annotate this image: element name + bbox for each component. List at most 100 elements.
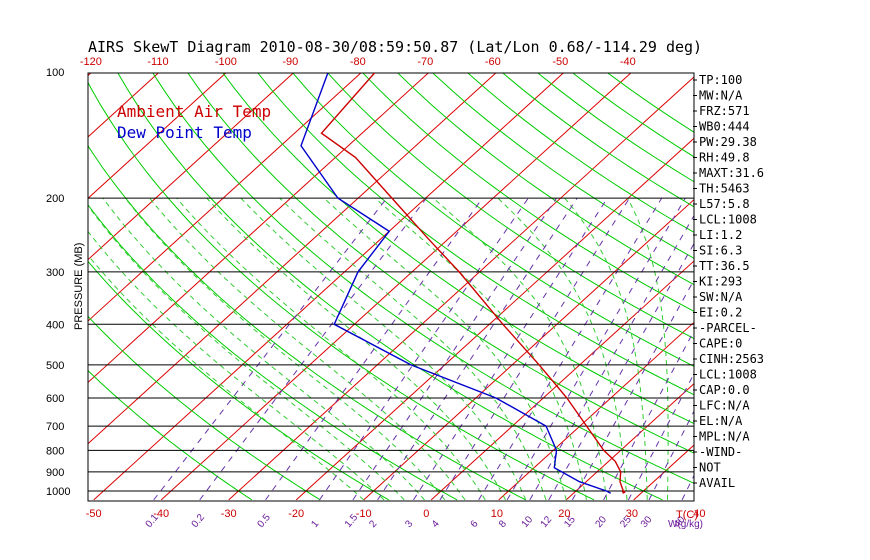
pressure-tick-label: 800 — [46, 445, 64, 457]
stat-entry: LCL:1008 — [699, 368, 757, 382]
dry-adiabat-line — [88, 315, 321, 501]
dry-adiabat-line — [502, 73, 694, 208]
top-temp-tick-label: -100 — [215, 56, 237, 68]
pressure-tick-label: 600 — [46, 393, 64, 405]
pressure-tick-label: 1000 — [46, 486, 70, 498]
isotherm-line — [88, 73, 497, 445]
mixing-ratio-line — [265, 197, 483, 501]
mixing-ratio-line — [199, 197, 427, 501]
stat-entry: LI:1.2 — [699, 228, 742, 242]
stat-entry: TT:36.5 — [699, 259, 750, 273]
isotherm-line — [498, 321, 694, 501]
stat-entry: SI:6.3 — [699, 244, 742, 258]
mixing-ratio-tick-label: 2 — [367, 518, 379, 530]
moist-adiabat-line — [497, 197, 628, 500]
stat-entry: EL:N/A — [699, 414, 743, 428]
moist-adiabat-line — [102, 197, 425, 501]
stat-entry: TH:5463 — [699, 182, 750, 196]
isotherm-line — [633, 444, 694, 501]
bottom-temp-tick-label: 0 — [423, 508, 429, 520]
mixing-ratio-tick-label: 10 — [520, 514, 536, 530]
top-temp-tick-label: -60 — [485, 56, 501, 68]
top-temp-tick-label: -40 — [620, 56, 636, 68]
isotherm-line — [0, 63, 35, 500]
isotherm-line — [565, 383, 694, 501]
mixing-ratio-tick-label: 1 — [309, 518, 321, 530]
mixing-ratio-line — [319, 197, 529, 501]
moist-adiabat-line — [88, 254, 365, 501]
stat-entry: KI:293 — [699, 275, 742, 289]
mixing-ratio-tick-label: 4 — [430, 518, 442, 530]
dry-adiabat-line — [88, 81, 595, 501]
stat-entry: RH:49.8 — [699, 151, 750, 165]
pressure-tick-label: 100 — [46, 67, 64, 79]
mixing-ratio-tick-label: 12 — [539, 514, 555, 530]
mixing-ratio-line — [529, 214, 694, 501]
mixing-ratio-tick-label: 0.2 — [190, 512, 208, 530]
moist-adiabat-line — [149, 197, 466, 501]
moist-adiabat-line — [206, 197, 506, 501]
dry-adiabat-line — [292, 73, 694, 367]
pressure-tick-label: 200 — [46, 193, 64, 205]
mixing-ratio-line — [506, 197, 686, 501]
stat-entry: PW:29.38 — [699, 135, 757, 149]
bottom-temp-tick-label: 30 — [626, 508, 638, 520]
isobars — [87, 72, 695, 502]
top-temp-tick-label: -120 — [80, 56, 102, 68]
bottom-temp-tick-label: -50 — [86, 508, 102, 520]
mixing-ratio-line — [352, 197, 557, 501]
mixing-ratio-tick-label: 20 — [593, 514, 609, 530]
dry-adiabat-line — [432, 73, 694, 259]
grid-lines — [0, 63, 694, 501]
dry-adiabat-line — [88, 369, 253, 501]
stat-entry: AVAIL — [699, 476, 735, 490]
stat-entry: LFC:N/A — [699, 399, 750, 413]
moist-adiabat-line — [124, 197, 446, 501]
dry-adiabat-line — [187, 73, 694, 454]
dry-adiabat-line — [327, 73, 694, 340]
isotherm-line — [88, 73, 430, 384]
legend: Ambient Air Temp Dew Point Temp — [117, 102, 271, 142]
mixing-ratio-line — [571, 278, 694, 501]
bottom-temp-tick-label: 20 — [558, 508, 570, 520]
isotherm-line — [88, 73, 362, 322]
stat-entry: CAP:0.0 — [699, 383, 750, 397]
top-temp-tick-label: -110 — [147, 56, 168, 68]
top-temp-tick-label: -80 — [350, 56, 366, 68]
x-axis-unit-label: T(C) — [676, 509, 698, 521]
bottom-temp-tick-label: -40 — [153, 508, 169, 520]
ambient-surface-marker — [621, 490, 626, 494]
moist-adiabat-line — [88, 204, 405, 501]
moist-adiabat-line — [432, 197, 608, 500]
pressure-tick-label: 900 — [46, 467, 64, 479]
bottom-temp-tick-label: -30 — [221, 508, 237, 520]
mixing-ratio-tick-label: 0.5 — [255, 512, 273, 530]
legend-dew-point-temp: Dew Point Temp — [117, 123, 252, 142]
stat-entry: MW:N/A — [699, 89, 743, 103]
top-temp-tick-label: -50 — [552, 56, 568, 68]
pressure-tick-label: 300 — [46, 267, 64, 279]
dew-point-temp-line — [300, 73, 612, 494]
pressure-tick-label: 700 — [46, 421, 64, 433]
moist-adiabat-line — [627, 197, 669, 500]
moist-adiabat-line — [374, 197, 587, 501]
stat-entry: WB0:444 — [699, 120, 750, 134]
moist-adiabat-line — [279, 197, 547, 501]
bottom-temp-tick-label: 10 — [491, 508, 503, 520]
stat-entry: MAXT:31.6 — [699, 166, 764, 180]
moist-adiabat-line — [323, 197, 567, 501]
dry-adiabat-line — [362, 73, 694, 312]
mixing-ratio-tick-label: 30 — [639, 514, 655, 530]
mixing-ratio-unit-label: W(g/kg) — [668, 519, 703, 530]
bottom-temp-tick-label: -20 — [288, 508, 304, 520]
stat-entry: SW:N/A — [699, 290, 743, 304]
isotherm-line — [88, 73, 295, 261]
isotherm-line — [88, 73, 92, 77]
mixing-ratio-tick-label: 3 — [403, 518, 415, 530]
mixing-ratio-line — [377, 197, 578, 501]
plot-frame — [87, 72, 695, 502]
stat-entry: CAPE:0 — [699, 337, 742, 351]
chart-title: AIRS SkewT Diagram 2010-08-30/08:59:50.8… — [88, 38, 702, 56]
